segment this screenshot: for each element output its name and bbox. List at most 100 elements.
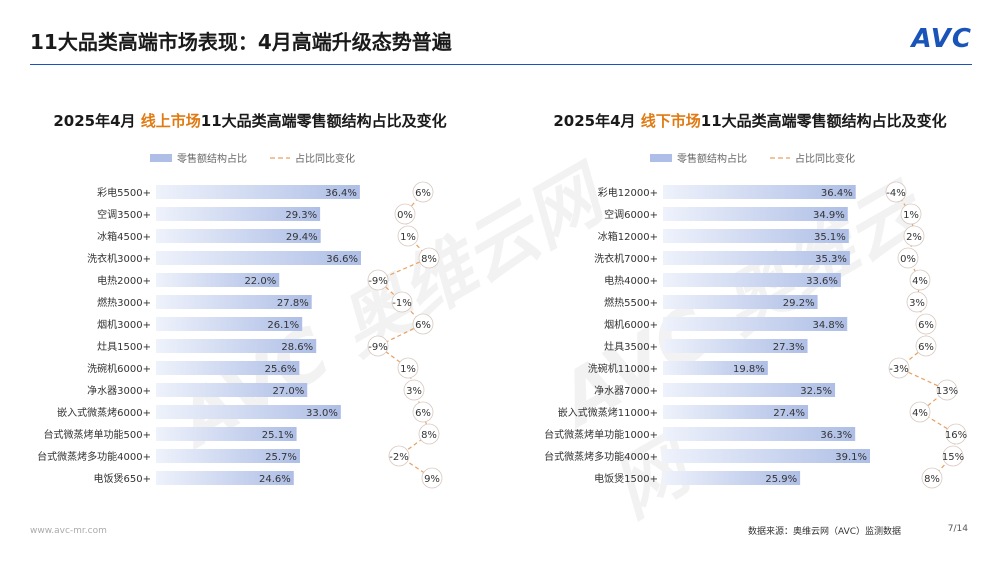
yoy-value-label: -9% (368, 276, 387, 287)
yoy-value-label: 6% (415, 408, 431, 419)
yoy-point (412, 313, 434, 335)
yoy-point (909, 269, 931, 291)
share-bar (663, 185, 856, 199)
share-value-label: 25.9% (765, 474, 797, 485)
share-value-label: 36.4% (325, 188, 357, 199)
chart-title-suffix: 11大品类高端零售额结构占比及变化 (700, 112, 947, 130)
category-label: 净水器3000+ (87, 384, 151, 397)
yoy-value-label: 8% (421, 254, 437, 265)
chart-title-offline: 2025年4月 线下市场11大品类高端零售额结构占比及变化 (530, 110, 970, 131)
category-label: 台式微蒸烤多功能4000+ (37, 450, 151, 463)
category-label: 电饭煲1500+ (594, 472, 658, 485)
share-value-label: 35.3% (815, 254, 847, 265)
yoy-value-label: 4% (912, 276, 928, 287)
chart-title-prefix: 2025年4月 (553, 112, 641, 130)
yoy-point (418, 247, 440, 269)
share-bar (156, 383, 308, 397)
yoy-value-label: 1% (400, 232, 416, 243)
share-value-label: 34.9% (813, 210, 845, 221)
share-bar (156, 405, 341, 419)
footer-source: 数据来源：奥维云网（AVC）监测数据 (748, 527, 902, 537)
share-bar (156, 229, 321, 243)
yoy-point (391, 291, 413, 313)
category-label: 净水器7000+ (594, 384, 658, 397)
yoy-point (897, 247, 919, 269)
yoy-value-label: 13% (936, 386, 958, 397)
legend-line-label: 占比同比变化 (795, 152, 855, 165)
share-value-label: 28.6% (281, 342, 313, 353)
yoy-point (397, 225, 419, 247)
yoy-point (394, 203, 416, 225)
yoy-point (367, 335, 389, 357)
yoy-value-label: 4% (912, 408, 928, 419)
yoy-value-label: 1% (903, 210, 919, 221)
share-bar (156, 251, 361, 265)
share-bar (156, 273, 280, 287)
yoy-value-label: 15% (942, 452, 964, 463)
share-value-label: 27.4% (773, 408, 805, 419)
yoy-point (903, 225, 925, 247)
share-bar (663, 405, 809, 419)
yoy-point (915, 335, 937, 357)
yoy-value-label: 8% (924, 474, 940, 485)
yoy-point (412, 181, 434, 203)
yoy-point (921, 467, 943, 489)
category-label: 冰箱12000+ (598, 230, 658, 243)
chart-title-online: 2025年4月 线上市场11大品类高端零售额结构占比及变化 (30, 110, 470, 131)
category-label: 彩电5500+ (97, 186, 151, 199)
share-value-label: 39.1% (835, 452, 867, 463)
avc-logo: AVC (911, 24, 972, 54)
yoy-value-label: 3% (406, 386, 422, 397)
category-label: 台式微蒸烤单功能500+ (44, 428, 151, 441)
category-label: 空调3500+ (97, 208, 151, 221)
share-value-label: 27.8% (277, 298, 309, 309)
legend-bar-label: 零售额结构占比 (177, 152, 247, 165)
page-number: 7/14 (947, 524, 968, 534)
yoy-point (412, 401, 434, 423)
share-bar (156, 207, 321, 221)
share-bar (156, 361, 300, 375)
yoy-point (945, 423, 967, 445)
yoy-value-label: 9% (424, 474, 440, 485)
chart-legend: 零售额结构占比 占比同比变化 (650, 152, 855, 165)
share-value-label: 34.8% (812, 320, 844, 331)
share-value-label: 29.4% (286, 232, 318, 243)
yoy-value-label: -2% (389, 452, 408, 463)
category-label: 灶具1500+ (97, 340, 151, 353)
share-bar (156, 185, 360, 199)
yoy-value-label: 6% (918, 342, 934, 353)
share-value-label: 33.6% (806, 276, 838, 287)
category-label: 洗衣机3000+ (87, 252, 151, 265)
footer-website: www.avc-mr.com (30, 526, 107, 536)
category-label: 灶具3500+ (604, 340, 658, 353)
category-label: 台式微蒸烤单功能1000+ (544, 428, 658, 441)
legend-bar-swatch (150, 154, 172, 162)
legend-bar-label: 零售额结构占比 (677, 152, 747, 165)
yoy-value-label: 0% (900, 254, 916, 265)
share-value-label: 27.3% (773, 342, 805, 353)
yoy-value-label: 6% (415, 188, 431, 199)
share-value-label: 22.0% (244, 276, 276, 287)
share-bar (156, 317, 303, 331)
share-bar (156, 471, 294, 485)
header-divider (30, 64, 972, 65)
yoy-value-label: 6% (415, 320, 431, 331)
share-bar (663, 273, 841, 287)
page-title: 11大品类高端市场表现：4月高端升级态势普遍 (30, 30, 452, 54)
share-value-label: 33.0% (306, 408, 338, 419)
yoy-value-label: 16% (945, 430, 967, 441)
share-bar (663, 295, 818, 309)
category-label: 洗碗机11000+ (588, 362, 658, 375)
yoy-value-label: -3% (889, 364, 908, 375)
yoy-point (942, 445, 964, 467)
share-value-label: 29.2% (783, 298, 815, 309)
yoy-point (936, 379, 958, 401)
share-value-label: 36.6% (326, 254, 358, 265)
yoy-point (885, 181, 907, 203)
category-label: 电热2000+ (97, 274, 151, 287)
category-label: 嵌入式微蒸烤11000+ (558, 406, 658, 419)
share-bar (663, 361, 768, 375)
chart-title-suffix: 11大品类高端零售额结构占比及变化 (200, 112, 447, 130)
yoy-point (906, 291, 928, 313)
